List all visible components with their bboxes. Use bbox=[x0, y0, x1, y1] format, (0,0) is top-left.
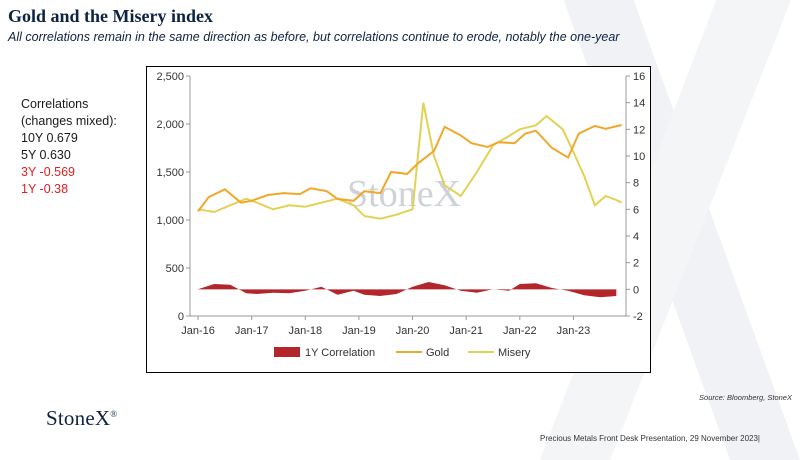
x-tick-label: Jan-16 bbox=[181, 325, 215, 337]
logo-mark: ® bbox=[110, 409, 118, 419]
x-tick-label: Jan-17 bbox=[235, 325, 269, 337]
right-tick-label: -2 bbox=[633, 311, 643, 323]
correlations-heading: Correlations bbox=[21, 97, 89, 111]
left-tick-label: 500 bbox=[166, 263, 184, 275]
source-note: Source: Bloomberg, StoneX bbox=[699, 393, 792, 402]
correlation-5y: 5Y 0.630 bbox=[21, 148, 71, 162]
footer-text: Precious Metals Front Desk Presentation,… bbox=[540, 434, 760, 443]
right-tick-label: 12 bbox=[633, 124, 645, 136]
gold-misery-chart: 2,500 2,000 1,500 1,000 500 0 16 14 12 10 8 6 4 2 0 -2 J… bbox=[156, 71, 645, 359]
logo-text: StoneX bbox=[46, 406, 111, 430]
stonex-logo: StoneX® bbox=[46, 406, 117, 431]
left-tick-label: 2,000 bbox=[156, 119, 184, 131]
gold-line bbox=[197, 124, 622, 212]
chart-frame bbox=[146, 66, 651, 373]
correlations-panel: Correlations (changes mixed): 10Y 0.679 … bbox=[21, 96, 117, 198]
page-subtitle: All correlations remain in the same dire… bbox=[8, 30, 620, 44]
x-tick-label: Jan-19 bbox=[342, 325, 376, 337]
legend-label-misery: Misery bbox=[498, 347, 531, 359]
chart-watermark: StoneX bbox=[347, 173, 461, 215]
legend-swatch-correlation bbox=[274, 347, 300, 357]
correlations-subheading: (changes mixed): bbox=[21, 114, 117, 128]
right-tick-label: 4 bbox=[633, 231, 639, 243]
left-tick-label: 1,000 bbox=[156, 215, 184, 227]
correlation-3y: 3Y -0.569 bbox=[21, 165, 75, 179]
correlation-10y: 10Y 0.679 bbox=[21, 131, 78, 145]
right-tick-label: 16 bbox=[633, 71, 645, 83]
x-tick-label: Jan-22 bbox=[503, 325, 537, 337]
right-tick-label: 8 bbox=[633, 178, 639, 190]
x-tick-label: Jan-18 bbox=[288, 325, 322, 337]
right-tick-label: 2 bbox=[633, 258, 639, 270]
right-tick-label: 14 bbox=[633, 98, 645, 110]
left-tick-label: 0 bbox=[178, 311, 184, 323]
left-tick-label: 2,500 bbox=[156, 71, 184, 83]
x-tick-label: Jan-21 bbox=[449, 325, 483, 337]
legend-label-gold: Gold bbox=[426, 347, 449, 359]
legend-label-correlation: 1Y Correlation bbox=[305, 347, 375, 359]
page-title: Gold and the Misery index bbox=[8, 6, 214, 26]
correlation-1y: 1Y -0.38 bbox=[21, 182, 69, 196]
correlation-area bbox=[198, 282, 617, 298]
right-tick-label: 0 bbox=[633, 284, 639, 296]
x-tick-label: Jan-23 bbox=[557, 325, 591, 337]
x-tick-label: Jan-20 bbox=[396, 325, 430, 337]
left-tick-label: 1,500 bbox=[156, 167, 184, 179]
right-tick-label: 10 bbox=[633, 151, 645, 163]
right-tick-label: 6 bbox=[633, 204, 639, 216]
